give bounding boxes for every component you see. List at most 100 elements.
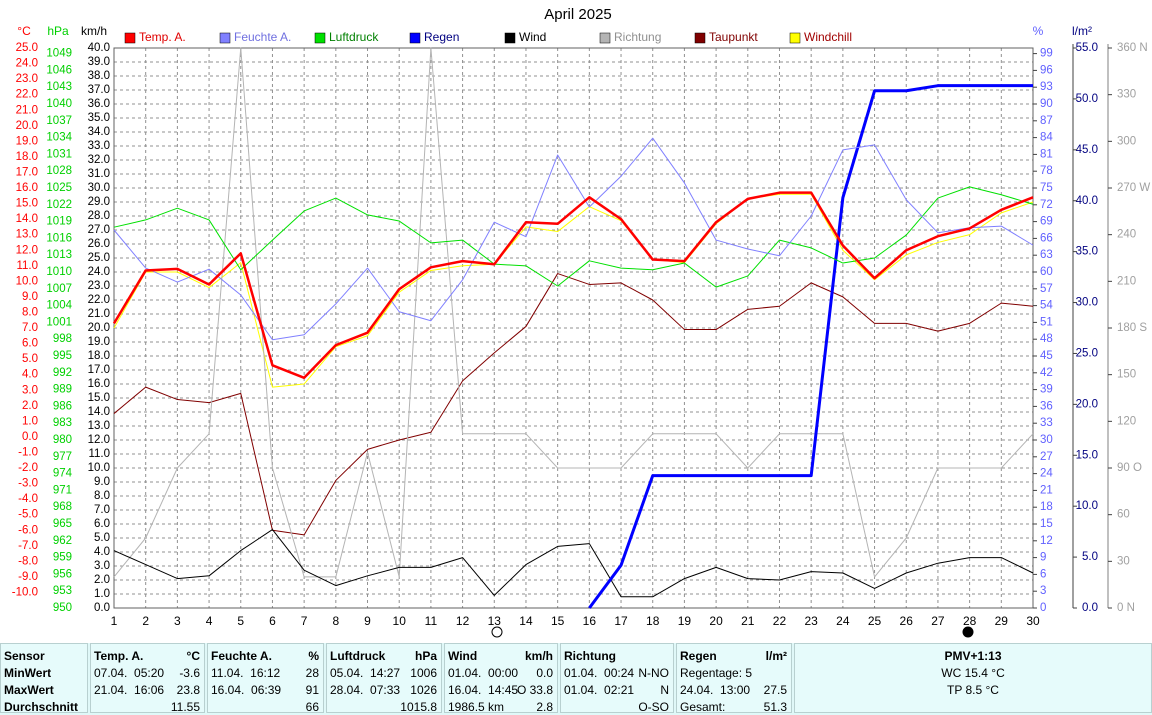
x-tick-label: 22 xyxy=(773,614,787,628)
y-tick-label: 30.0 xyxy=(1076,297,1098,309)
y-tick-label: 21.0 xyxy=(16,104,38,116)
y-tick-label: 240 xyxy=(1117,229,1136,241)
y-tick-label: 0.0 xyxy=(94,602,110,614)
x-tick-label: 13 xyxy=(488,614,502,628)
y-tick-label: 20.0 xyxy=(1076,398,1098,410)
y-tick-label: 992 xyxy=(53,367,72,379)
table-cell: 01.04. 00:24 xyxy=(564,666,635,680)
y-tick-label: 60 xyxy=(1117,509,1130,521)
series-line xyxy=(113,186,1034,288)
table-cell: 21.04. 16:06 xyxy=(94,683,165,697)
y-tick-label: 1034 xyxy=(46,132,72,144)
y-tick-label: 39.0 xyxy=(88,56,110,68)
y-tick-label: 986 xyxy=(53,400,72,412)
table-cell: 24.04. 13:00 xyxy=(680,683,751,697)
y-tick-label: 18 xyxy=(1040,501,1053,513)
y-tick-label: 4.0 xyxy=(22,369,38,381)
y-tick-label: 24.0 xyxy=(16,58,38,70)
table-cell: 2.8 xyxy=(536,700,553,714)
y-tick-label: 995 xyxy=(53,350,72,362)
table-cell: -3.6 xyxy=(179,666,200,680)
y-tick-label: 25.0 xyxy=(16,42,38,54)
y-tick-label: 96 xyxy=(1040,64,1053,76)
y-tick-label: 1040 xyxy=(46,98,72,110)
y-tick-label: 18.0 xyxy=(16,151,38,163)
table-column xyxy=(444,643,558,713)
y-tick-label: 27 xyxy=(1040,451,1053,463)
y-tick-label: 36.0 xyxy=(88,98,110,110)
table-cell: hPa xyxy=(414,649,437,663)
y-tick-label: 971 xyxy=(53,484,72,496)
table-cell: MaxWert xyxy=(4,683,54,697)
y-tick-label: 7.0 xyxy=(22,322,38,334)
axis-unit: l/m² xyxy=(1072,24,1092,38)
y-tick-label: 78 xyxy=(1040,165,1053,177)
y-tick-label: -5.0 xyxy=(18,509,38,521)
x-tick-label: 29 xyxy=(995,614,1009,628)
table-cell: 0.0 xyxy=(536,666,553,680)
y-tick-label: 15.0 xyxy=(1076,449,1098,461)
y-tick-label: 16.0 xyxy=(16,182,38,194)
y-tick-label: -3.0 xyxy=(18,478,38,490)
series-line xyxy=(113,193,1034,388)
x-tick-label: 18 xyxy=(646,614,660,628)
table-cell: Feuchte A. xyxy=(211,649,272,663)
table-cell: 66 xyxy=(305,700,319,714)
y-tick-label: 180 S xyxy=(1117,322,1147,334)
y-tick-label: 1013 xyxy=(46,249,72,261)
y-tick-label: 34.0 xyxy=(88,126,110,138)
y-tick-label: 40.0 xyxy=(88,42,110,54)
table-cell: 11.04. 16:12 xyxy=(211,666,281,680)
x-tick-label: 14 xyxy=(519,614,533,628)
y-tick-label: 9 xyxy=(1040,552,1046,564)
table-cell: % xyxy=(308,649,319,663)
y-tick-label: 1037 xyxy=(46,115,72,127)
y-tick-label: 956 xyxy=(53,568,72,580)
legend-swatch xyxy=(789,32,801,44)
table-cell: 51.3 xyxy=(763,700,787,714)
table-cell: 05.04. 14:27 xyxy=(330,666,401,680)
stats-table: Sensor Temp. A. °C Feuchte A.% Luftdruck hPa W… xyxy=(0,643,1152,715)
y-tick-label: -10.0 xyxy=(12,586,38,598)
y-tick-label: 0.0 xyxy=(22,431,38,443)
series-line xyxy=(112,191,1034,380)
table-cell: PMV+1:13 xyxy=(944,649,1002,663)
table-cell: 01.04. 02:21 xyxy=(564,683,635,697)
table-column xyxy=(326,643,442,713)
y-tick-label: 15.0 xyxy=(16,198,38,210)
y-tick-label: 13.0 xyxy=(16,229,38,241)
y-tick-label: 150 xyxy=(1117,369,1136,381)
x-tick-label: 5 xyxy=(237,614,244,628)
x-tick-label: 27 xyxy=(931,614,945,628)
y-tick-label: -1.0 xyxy=(18,446,38,458)
table-cell: MinWert xyxy=(4,666,52,680)
y-tick-label: 12.0 xyxy=(16,244,38,256)
y-tick-label: 953 xyxy=(53,585,72,597)
x-tick-label: 1 xyxy=(111,614,118,628)
y-tick-label: 2.0 xyxy=(94,574,110,586)
x-tick-label: 23 xyxy=(804,614,818,628)
chart: April 2025 °C25.024.023.022.021.020.019.… xyxy=(12,6,1150,638)
y-tick-label: 75 xyxy=(1040,182,1053,194)
y-tick-label: 9.0 xyxy=(22,291,38,303)
y-tick-label: 0 xyxy=(1040,602,1046,614)
legend-swatch xyxy=(219,32,231,44)
x-tick-label: 24 xyxy=(836,614,850,628)
y-tick-label: 30.0 xyxy=(88,182,110,194)
y-tick-label: 42 xyxy=(1040,367,1053,379)
y-tick-label: 0.0 xyxy=(1082,602,1098,614)
y-tick-label: 959 xyxy=(53,552,72,564)
y-tick-label: 84 xyxy=(1040,132,1053,144)
table-cell: 1026 xyxy=(410,683,437,697)
y-tick-label: 989 xyxy=(53,384,72,396)
y-tick-label: 8.0 xyxy=(22,306,38,318)
y-tick-label: 17.0 xyxy=(16,166,38,178)
legend-label: Luftdruck xyxy=(329,30,379,44)
y-tick-label: 210 xyxy=(1117,275,1136,287)
y-tick-label: 50.0 xyxy=(1076,93,1098,105)
table-cell: O 33.8 xyxy=(516,683,553,697)
y-tick-label: 18.0 xyxy=(88,350,110,362)
y-tick-label: 19.0 xyxy=(16,135,38,147)
table-cell: O-SO xyxy=(638,700,669,714)
axis-unit: hPa xyxy=(47,24,69,38)
